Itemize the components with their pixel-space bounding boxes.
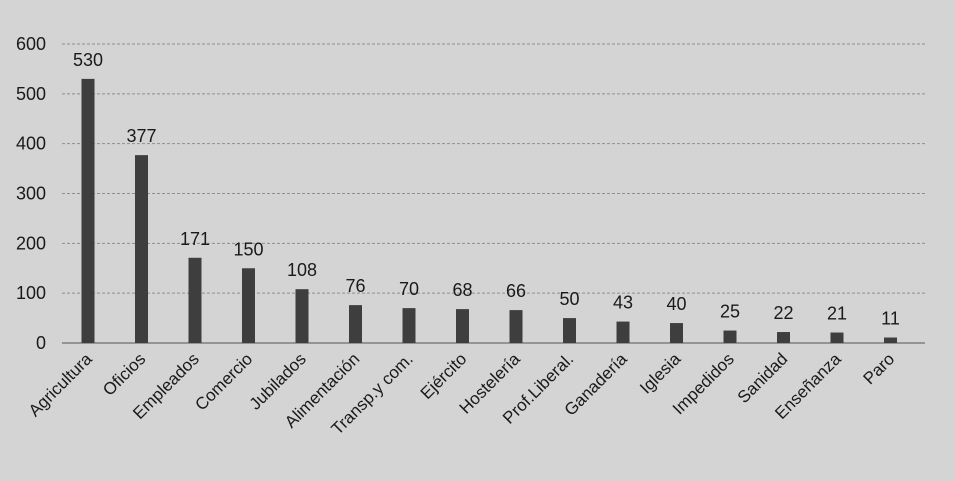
data-label: 22 (773, 303, 793, 323)
data-label: 171 (180, 229, 210, 249)
y-tick-label: 0 (36, 333, 46, 353)
x-tick-label: Agricultura (25, 349, 96, 420)
data-label: 50 (559, 289, 579, 309)
data-label: 25 (720, 302, 740, 322)
data-label: 530 (73, 50, 103, 70)
data-label: 40 (666, 294, 686, 314)
bars (81, 78, 897, 343)
data-label: 68 (452, 280, 472, 300)
bar (723, 330, 737, 343)
bar (81, 78, 95, 343)
y-tick-label: 200 (16, 233, 46, 253)
data-label: 377 (126, 126, 156, 146)
bar (884, 337, 897, 343)
y-tick-label: 300 (16, 184, 46, 204)
x-tick-label: Paro (859, 349, 898, 388)
data-label: 70 (399, 279, 419, 299)
bar (777, 332, 790, 343)
bar (670, 323, 683, 343)
bar (563, 318, 576, 343)
x-tick-label: Ejército (417, 349, 471, 403)
data-label: 76 (345, 276, 365, 296)
bar (135, 155, 148, 343)
y-tick-label: 600 (16, 34, 46, 54)
y-tick-label: 400 (16, 134, 46, 154)
y-tick-label: 100 (16, 283, 46, 303)
y-tick-label: 500 (16, 84, 46, 104)
data-label: 43 (613, 293, 633, 313)
bar (402, 308, 416, 343)
bar (616, 321, 630, 343)
bar (188, 257, 202, 343)
bar (349, 305, 362, 343)
bar (509, 310, 523, 343)
bar (830, 332, 844, 343)
data-label: 66 (506, 281, 526, 301)
bar (456, 309, 469, 343)
data-label: 21 (827, 304, 847, 324)
data-labels: 530 377 171 150 108 76 70 68 66 50 43 40 25 22 21 11 (73, 50, 900, 329)
data-label: 108 (287, 260, 317, 280)
x-tick-label: Oficios (99, 349, 149, 399)
x-tick-label: Iglesia (636, 349, 685, 398)
bar (295, 289, 309, 343)
y-axis-ticks: 0 100 200 300 400 500 600 (16, 34, 46, 353)
x-tick-label: Comercio (191, 349, 256, 414)
data-label: 150 (233, 239, 263, 259)
data-label: 11 (881, 309, 900, 329)
x-axis-ticks: Agricultura OficiosEmpleadosComercioJubil… (25, 349, 898, 439)
bar (242, 268, 255, 343)
